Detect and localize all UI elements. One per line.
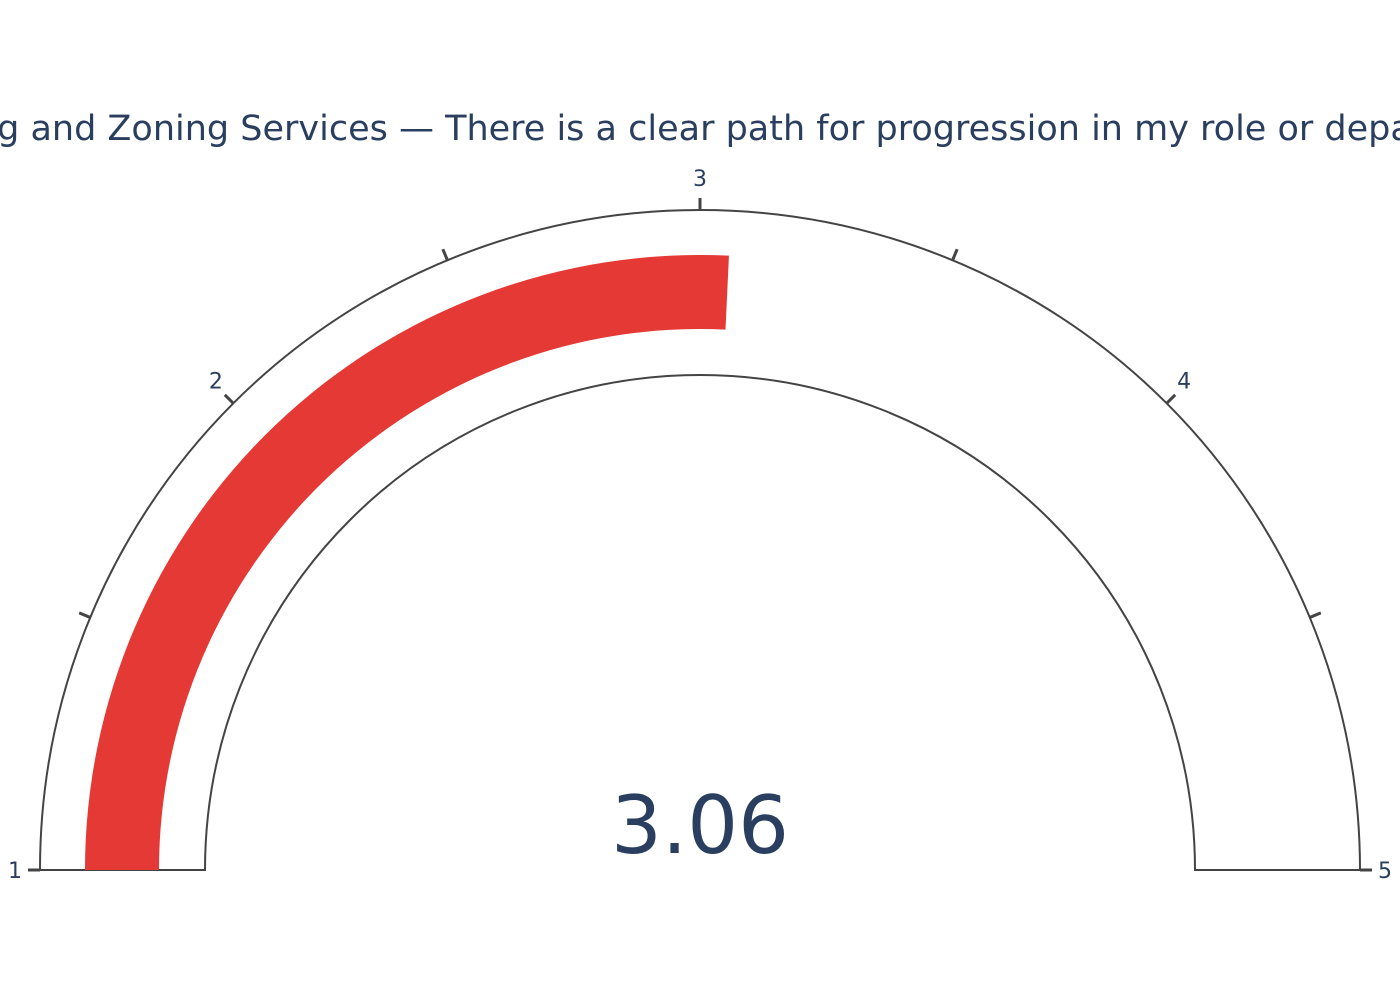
tick-label: 3 — [693, 167, 707, 192]
tick-label: 2 — [209, 370, 223, 395]
gauge-value: 3.06 — [611, 779, 789, 872]
minor-tick — [951, 248, 959, 261]
tick-label: 5 — [1378, 859, 1392, 884]
chart-title: Planning and Zoning Services — There is … — [0, 109, 1400, 149]
minor-tick — [1309, 611, 1322, 619]
gauge-value-bar — [85, 254, 729, 870]
gauge-group: 1 2 3 4 5 — [8, 167, 1392, 884]
tick-label: 4 — [1177, 370, 1191, 395]
tick-label: 1 — [8, 859, 22, 884]
minor-tick — [78, 611, 91, 619]
major-tick — [1165, 393, 1177, 405]
minor-tick — [441, 248, 449, 261]
major-tick — [223, 393, 235, 405]
